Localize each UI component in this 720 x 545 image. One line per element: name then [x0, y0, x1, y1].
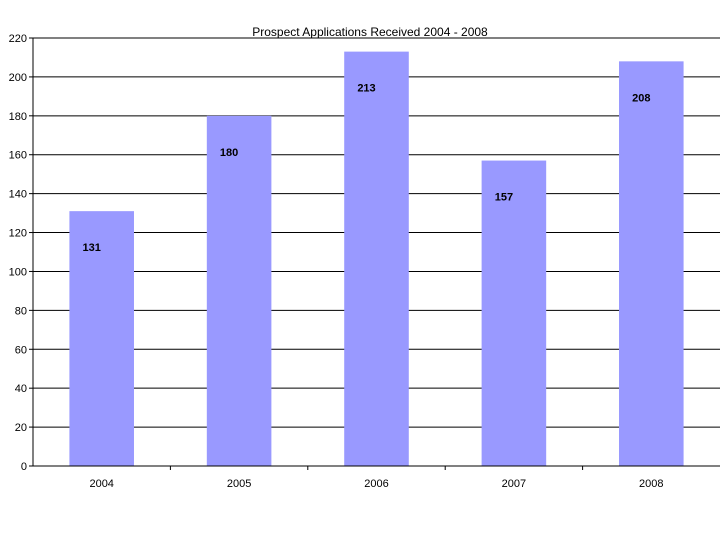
labels: 0 20 40 60 80 100 120 140 160 180 200 220 131 2004 180…	[9, 33, 664, 490]
y-tick-label: 100	[9, 266, 27, 278]
y-tick-label: 80	[15, 305, 27, 317]
y-tick-label: 180	[9, 111, 27, 123]
y-tick-label: 160	[9, 150, 27, 162]
y-tick-label: 40	[15, 383, 27, 395]
y-tick-label: 200	[9, 72, 27, 84]
x-tick-label: 2006	[364, 478, 388, 490]
y-tick-label: 20	[15, 422, 27, 434]
data-label: 208	[632, 92, 650, 104]
bar-2004	[69, 211, 134, 466]
axes	[29, 37, 720, 470]
bars	[69, 51, 684, 467]
x-tick-label: 2008	[639, 478, 663, 490]
data-label: 180	[220, 147, 238, 159]
data-label: 157	[495, 192, 513, 204]
y-tick-label: 220	[9, 33, 27, 45]
bar-2008	[619, 61, 684, 466]
y-tick-label: 0	[21, 461, 27, 473]
x-tick-label: 2005	[227, 478, 251, 490]
bar-2007	[481, 160, 547, 466]
x-tick-label: 2004	[89, 478, 113, 490]
y-tick-label: 140	[9, 189, 27, 201]
bar-2006	[344, 51, 409, 466]
data-label: 213	[357, 83, 375, 95]
y-tick-label: 60	[15, 344, 27, 356]
y-tick-label: 120	[9, 228, 27, 240]
x-tick-label: 2007	[502, 478, 526, 490]
bar-2005	[206, 115, 272, 467]
chart-title: Prospect Applications Received 2004 - 20…	[252, 25, 488, 39]
data-label: 131	[83, 242, 101, 254]
